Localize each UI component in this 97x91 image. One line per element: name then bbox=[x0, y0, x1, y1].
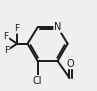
Text: O: O bbox=[67, 59, 74, 69]
Text: F: F bbox=[15, 24, 20, 33]
Text: F: F bbox=[4, 46, 9, 55]
Text: F: F bbox=[4, 32, 9, 41]
Text: Cl: Cl bbox=[33, 76, 42, 86]
Text: N: N bbox=[54, 22, 61, 32]
